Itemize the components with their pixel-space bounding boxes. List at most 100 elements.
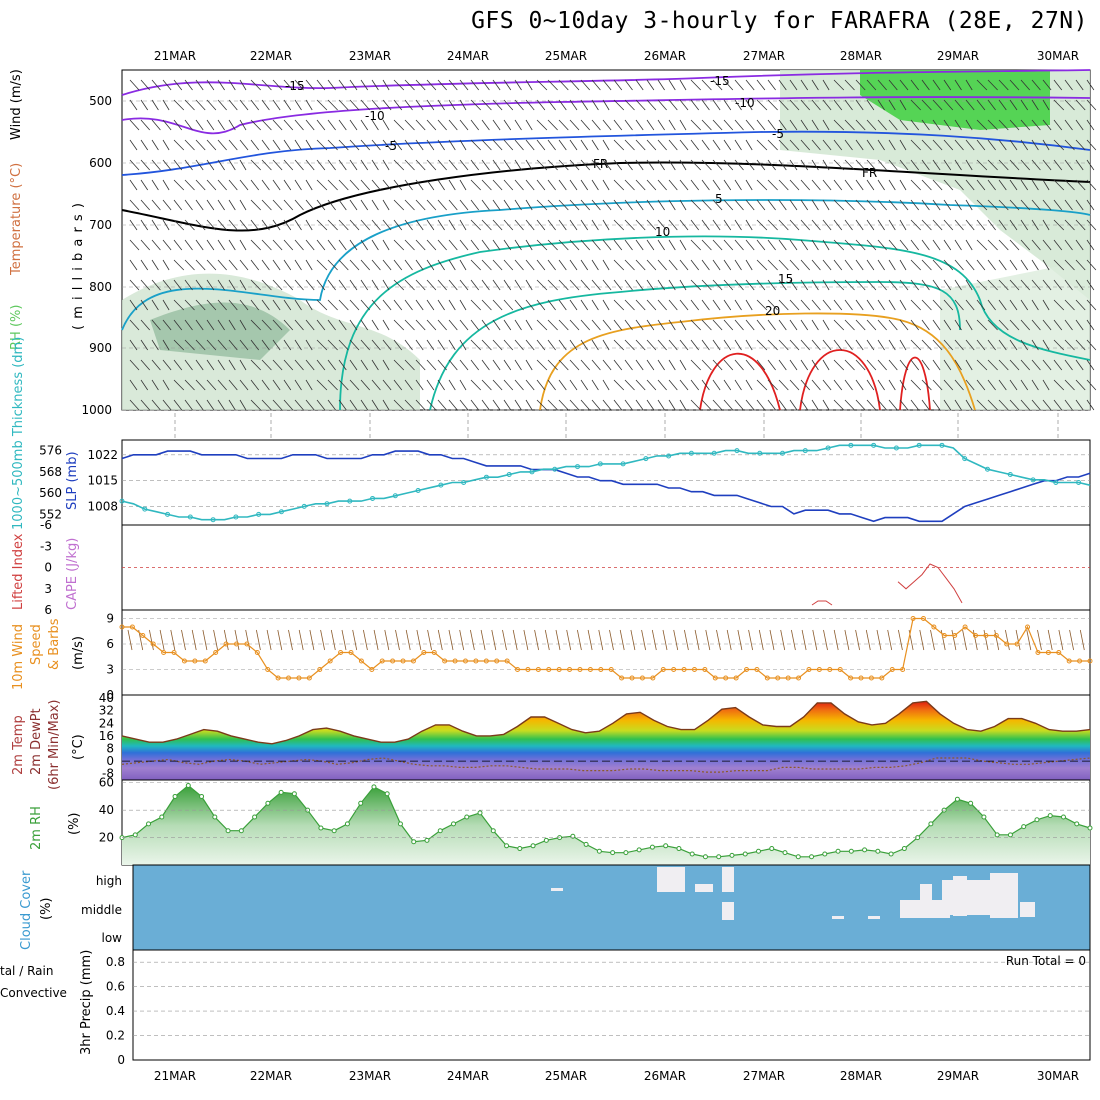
wind-barb: [195, 379, 206, 391]
wind-barb: [481, 199, 490, 211]
wind-barb: [789, 199, 798, 211]
wind-barb: [679, 119, 687, 131]
wind-barb: [272, 379, 281, 391]
wind-barb: [910, 319, 920, 331]
wind-barb: [1064, 219, 1075, 231]
wind-speed-point: [265, 667, 271, 672]
wind-barb: [459, 179, 467, 191]
wind-barb: [1053, 99, 1065, 111]
wind-barb: [745, 159, 755, 171]
wind-barb: [184, 339, 195, 351]
wind-barb: [866, 99, 875, 111]
wind-barb: [382, 179, 392, 191]
wind-barb: [481, 179, 492, 191]
wind-barb: [668, 299, 678, 311]
wind-barb: [646, 199, 655, 211]
rh-shade: [940, 260, 1090, 410]
wind-barb: [712, 279, 723, 291]
wind-barb-10m: [127, 629, 133, 651]
wind-barb: [459, 99, 467, 111]
wind-speed-point: [473, 658, 479, 664]
wind-barb: [294, 259, 302, 271]
wind-barb: [470, 259, 481, 271]
rh-tick: 20: [99, 831, 114, 845]
wind-barb: [338, 319, 347, 331]
wind-barb: [217, 299, 227, 311]
wind-barb: [800, 339, 811, 351]
wind-barb: [844, 159, 855, 171]
wind-barb: [371, 159, 379, 171]
wind-barb: [415, 79, 426, 91]
wind-barb: [987, 399, 998, 411]
wind-barb: [426, 399, 437, 411]
wind-barb: [1031, 99, 1039, 111]
wind-barb: [525, 299, 535, 311]
wind-barb: [1075, 79, 1084, 91]
wind-barb: [679, 259, 689, 271]
wind-barb: [316, 199, 326, 211]
wind-barb: [173, 99, 185, 111]
wind-barb: [690, 219, 700, 231]
wind-barb: [514, 339, 524, 351]
wind-barb: [228, 299, 238, 311]
wind-barb: [954, 119, 962, 131]
wind-barb: [866, 319, 877, 331]
wind-barb: [646, 359, 655, 371]
wind-barb: [470, 399, 480, 411]
wind-barb: [712, 139, 721, 151]
wind-barb: [206, 339, 217, 351]
wind-barb: [921, 359, 930, 371]
wind-barb: [360, 379, 371, 391]
wind-barb: [316, 359, 326, 371]
wind-barb: [569, 259, 578, 271]
wind-barb: [987, 159, 998, 171]
rh-point: [716, 854, 722, 860]
wind-barb: [1009, 319, 1020, 331]
wind-barb: [536, 179, 546, 191]
wind-barb: [415, 219, 424, 231]
wind-barb: [360, 299, 371, 311]
wind-barb: [822, 279, 830, 291]
wind-barb: [690, 99, 700, 111]
wind-barb: [393, 79, 405, 91]
dewpt-ylabel: 2m DewPt: [29, 708, 44, 775]
wind-barb: [239, 319, 247, 331]
wind-barb: [1020, 199, 1031, 211]
wind-speed-point: [442, 658, 448, 664]
wind-barb: [866, 179, 875, 191]
wind-barb: [569, 179, 578, 191]
wind-barb: [547, 299, 556, 311]
wind-barb: [184, 119, 193, 131]
wind-barb: [371, 219, 381, 231]
wind-barb: [1031, 299, 1039, 311]
wind-barb: [437, 279, 447, 291]
wind-barb: [492, 99, 503, 111]
wind-barb: [954, 179, 964, 191]
wind-barb: [404, 239, 415, 251]
date-label-bottom: 28MAR: [840, 1069, 882, 1083]
wind-barb: [690, 339, 700, 351]
wind-barb: [481, 119, 490, 131]
wind-barb: [833, 199, 845, 211]
wind-barb: [140, 399, 151, 411]
wind-barb: [261, 379, 270, 391]
wind-barb: [426, 159, 437, 171]
wind-barb: [459, 399, 469, 411]
wind-barb: [327, 99, 338, 111]
wind-barb: [613, 299, 625, 311]
wind-barb: [327, 79, 336, 91]
wind-barb: [767, 179, 778, 191]
wind-barb: [239, 199, 247, 211]
wind-panel-frame: [121, 609, 1091, 696]
rh-ylabel: 2m RH: [29, 806, 44, 850]
wind-barb: [844, 99, 853, 111]
wind-barb: [701, 119, 712, 131]
rh-point: [623, 850, 629, 856]
contour-label: -10: [735, 96, 755, 110]
wind-barb: [723, 139, 732, 151]
wind-barb-10m: [694, 629, 700, 651]
wind-barb: [316, 379, 328, 391]
wind-barb: [360, 279, 369, 291]
thickness-point: [119, 498, 125, 504]
wind-barb: [646, 139, 657, 151]
